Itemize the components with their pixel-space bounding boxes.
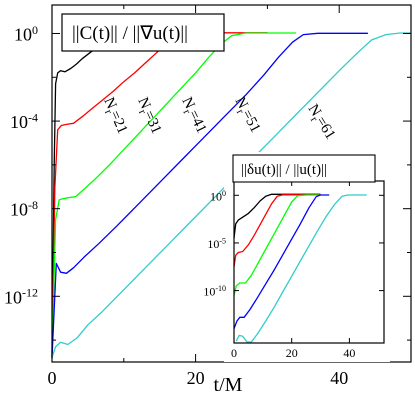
inset-x-tick-label: 0 — [231, 346, 237, 360]
main-y-tick-label: 10-4 — [10, 110, 38, 132]
main-x-tick-label: 20 — [187, 368, 205, 388]
main-x-axis-title: t/M — [214, 374, 243, 396]
inset-x-tick-label: 20 — [286, 346, 298, 360]
main-series-label-Nr-51: Nr=51 — [229, 94, 264, 136]
main-series-label-Nr-41: Nr=41 — [176, 95, 210, 137]
main-chart-title: ||C(t)|| / ||∇u(t)|| — [72, 23, 188, 44]
inset-x-tick-label: 40 — [343, 346, 355, 360]
main-series-line-Nr-61 — [51, 32, 411, 358]
main-series-label-Nr-31: Nr=31 — [132, 95, 165, 137]
inset-ticks: 0 20 40 100 10-5 10-10 — [203, 181, 384, 360]
inset-legend-box: ||δu(t)|| / ||u(t)|| — [232, 154, 376, 183]
inset-series-line-Nr-31 — [233, 194, 321, 267]
main-series-line-Nr-41 — [51, 32, 297, 358]
main-series-label-Nr-21: Nr=21 — [98, 95, 131, 137]
main-x-tick-label: 40 — [330, 368, 348, 388]
inset-background — [224, 152, 390, 362]
inset-y-tick-label: 10-10 — [203, 284, 226, 298]
main-y-tick-label: 10-8 — [10, 198, 38, 220]
inset-series-group — [233, 193, 367, 343]
main-x-tick-label: 0 — [48, 368, 57, 388]
main-y-tick-label: 100 — [14, 23, 38, 45]
inset-chart-title: ||δu(t)|| / ||u(t)|| — [241, 162, 327, 178]
inset-series-line-Nr-61 — [235, 194, 367, 343]
inset-y-tick-label: 100 — [210, 189, 226, 203]
inset-y-tick-label: 10-5 — [207, 237, 226, 251]
inset-chart: 0 20 40 100 10-5 10-10 ||δu(t)|| / ||u(t)|| — [203, 152, 390, 362]
main-series-label-Nr-61: Nr=61 — [302, 102, 338, 144]
main-legend-box: ||C(t)|| / ||∇u(t)|| — [61, 13, 225, 52]
inset-series-line-Nr-41 — [233, 194, 321, 296]
main-y-tick-label: 10-12 — [4, 286, 38, 308]
main-series-line-Nr-51 — [51, 32, 368, 358]
inset-series-line-Nr-51 — [233, 194, 330, 329]
